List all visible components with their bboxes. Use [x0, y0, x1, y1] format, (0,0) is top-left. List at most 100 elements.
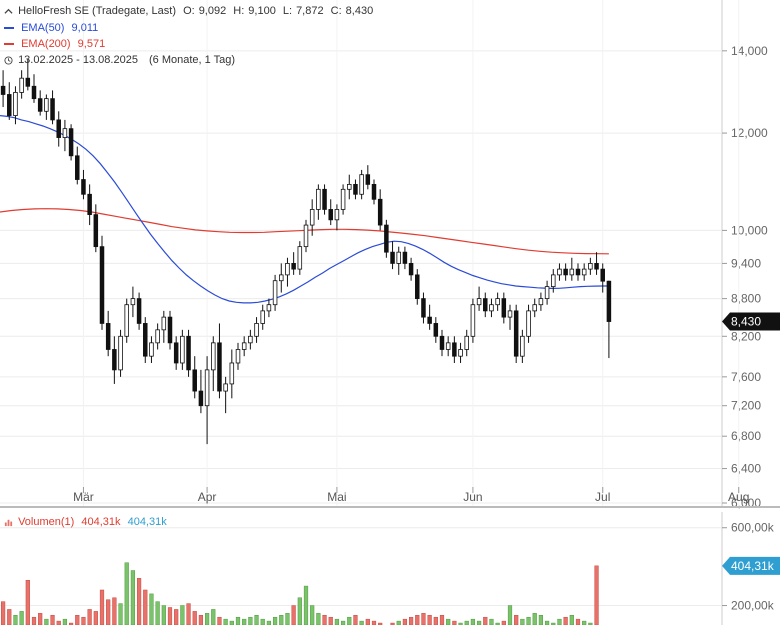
volume-bar: [285, 613, 290, 625]
volume-bar: [143, 589, 148, 625]
candle-body: [551, 274, 556, 288]
candle-body: [279, 274, 284, 282]
candle-body: [7, 94, 12, 116]
candle-body: [452, 342, 457, 357]
volume-bar: [161, 605, 166, 625]
volume-badge: [722, 556, 780, 575]
candle-body: [415, 274, 420, 300]
time-tick-label: Aug: [728, 490, 749, 504]
candle-body: [526, 310, 531, 337]
volume-bar: [470, 618, 476, 625]
candle-body: [192, 369, 197, 392]
price-tick-label: 6,800: [731, 429, 761, 443]
candle-body: [180, 335, 185, 364]
volume-bar: [303, 585, 309, 625]
volume-bar: [353, 615, 358, 625]
volume-bar: [204, 613, 210, 625]
candle-body: [155, 329, 160, 344]
candle-body: [266, 304, 272, 312]
chart-header: HelloFresh SE (Tradegate, Last) O: 9,092 …: [4, 5, 377, 17]
low-value: 7,872: [296, 5, 324, 17]
candle-body: [495, 298, 500, 306]
time-tick-label: Jul: [595, 490, 610, 504]
candle-body: [241, 342, 247, 350]
volume-bar: [489, 618, 494, 625]
candle-body: [0, 85, 6, 95]
ema50-legend[interactable]: EMA(50) 9,011: [4, 22, 102, 34]
volume-legend[interactable]: Volumen(1) 404,31k 404,31k: [4, 516, 171, 528]
volume-bar: [260, 618, 265, 625]
price-tick-label: 8,200: [731, 329, 761, 343]
volume-bar: [569, 615, 574, 625]
volume-bar: [272, 616, 278, 625]
volume-bar: [136, 578, 142, 625]
volume-bar: [408, 616, 414, 625]
volume-bar: [99, 589, 105, 625]
candle-body: [149, 342, 154, 357]
candle-body: [198, 390, 204, 407]
candle-body: [581, 268, 587, 276]
candle-body: [377, 198, 383, 226]
volume-bar: [180, 605, 185, 625]
time-tick-label: Apr: [198, 490, 217, 504]
candle-body: [303, 224, 309, 248]
price-tick-label: 9,400: [731, 256, 761, 270]
volume-bar: [514, 615, 519, 625]
volume-bar: [557, 618, 562, 625]
volume-bar: [328, 616, 333, 625]
volume-bar: [19, 611, 24, 625]
volume-bar: [340, 620, 346, 625]
candle-body: [31, 85, 37, 100]
candle-body: [588, 263, 593, 270]
volume-bar: [582, 620, 587, 625]
candle-body: [439, 335, 445, 350]
volume-bar: [130, 570, 136, 625]
volume-bar: [56, 620, 61, 625]
instrument-name: HelloFresh SE (Tradegate, Last): [18, 5, 176, 17]
ema200-value: 9,571: [77, 38, 106, 50]
volume-bar: [415, 615, 420, 625]
candle-body: [557, 268, 562, 276]
volume-bar: [575, 618, 581, 625]
volume-bar: [155, 601, 160, 625]
volume-bar: [464, 620, 469, 625]
candle-body: [25, 77, 31, 87]
volume-bar: [229, 620, 234, 625]
high-label: H:: [233, 5, 245, 17]
volume-bar: [446, 618, 451, 625]
price-tick-label: 10,000: [731, 223, 768, 237]
volume-bar: [87, 609, 92, 625]
price-tick-label: 14,000: [731, 44, 768, 58]
candle-body: [19, 77, 24, 93]
candle-body: [563, 268, 568, 276]
candle-body: [235, 349, 241, 364]
candle-body: [37, 98, 43, 112]
candle-body: [421, 298, 426, 318]
ema200-legend[interactable]: EMA(200) 9,571: [4, 38, 109, 50]
volume-bar: [186, 603, 191, 625]
volume-bar: [7, 609, 12, 625]
candle-body: [544, 286, 550, 300]
volume-bar: [334, 618, 340, 625]
volume-bar: [106, 599, 111, 625]
chevron-up-icon[interactable]: [4, 7, 13, 16]
candle-body: [93, 214, 99, 248]
open-label: O:: [183, 5, 195, 17]
candle-body: [309, 209, 315, 226]
candle-body: [13, 92, 18, 116]
volume-bar: [211, 609, 216, 625]
time-tick-label: Mai: [327, 490, 346, 504]
candle-body: [50, 98, 55, 121]
volume-bar: [248, 616, 253, 625]
volume-bar: [235, 616, 241, 625]
candle-body: [167, 316, 173, 344]
volume-bar: [588, 622, 593, 625]
price-panel: 6,0006,4006,8007,2007,6008,2008,8009,400…: [0, 0, 780, 510]
candle-body: [56, 119, 61, 138]
candle-body: [353, 183, 358, 195]
volume-bar: [476, 620, 482, 625]
date-range-legend[interactable]: 13.02.2025 - 13.08.2025 (6 Monate, 1 Tag…: [4, 54, 239, 66]
volume-bar: [427, 615, 432, 625]
volume-bar: [174, 609, 179, 625]
ema50-label: EMA(50): [21, 22, 65, 34]
